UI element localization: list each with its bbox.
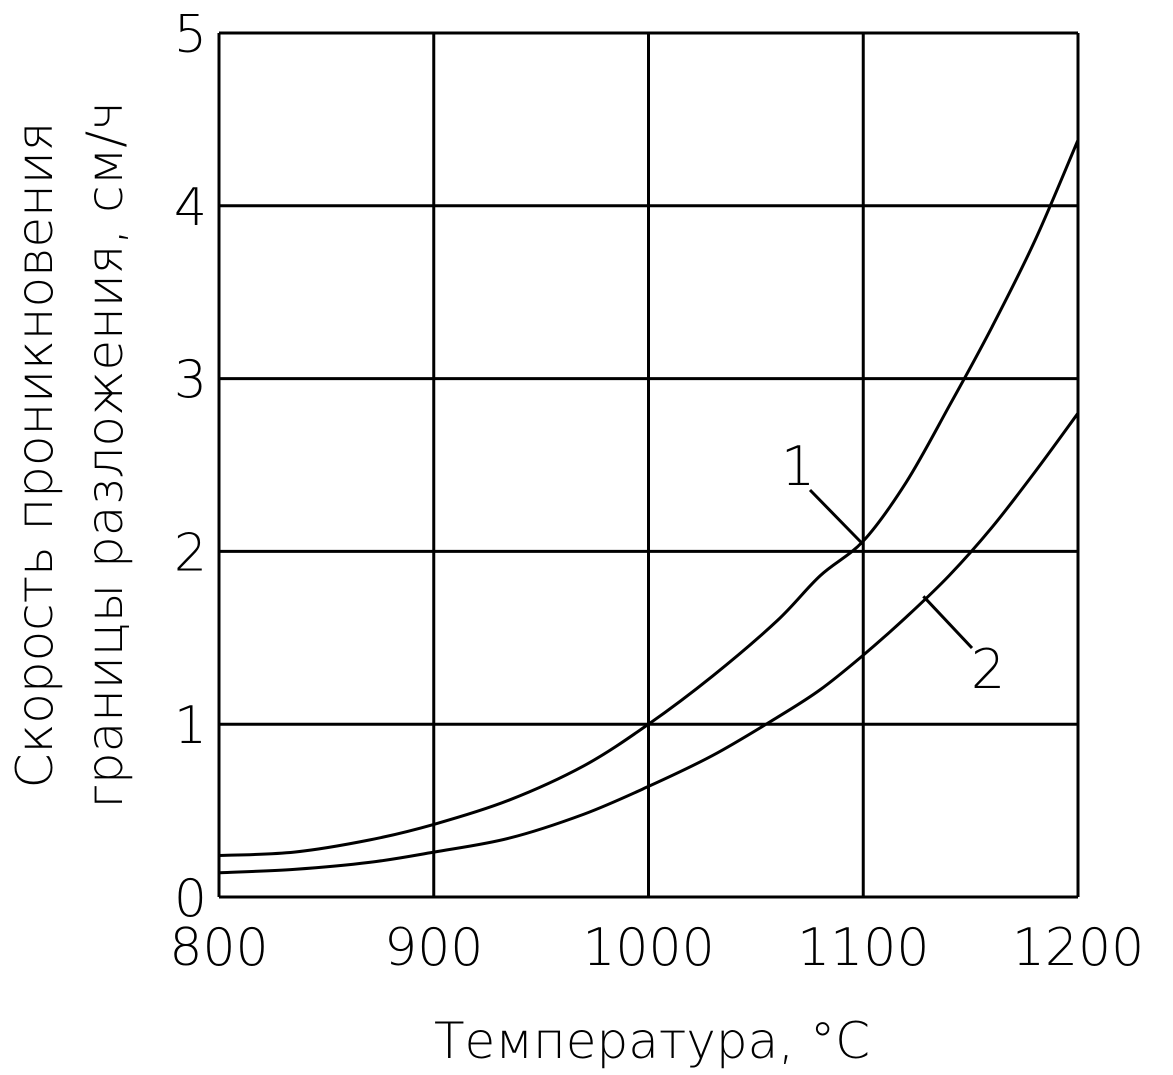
- leader-line-2: [922, 595, 974, 650]
- x-tick-label-1: 900: [384, 918, 483, 978]
- curve-label-2: 2: [971, 638, 1005, 701]
- x-tick-label-0: 800: [169, 918, 268, 978]
- y-tick-label-1: 1: [174, 696, 207, 756]
- y-tick-label-5: 5: [174, 5, 207, 65]
- x-tick-label-4: 1200: [1012, 918, 1144, 978]
- series-line-1: [218, 139, 1080, 857]
- x-tick-label-3: 1100: [797, 918, 929, 978]
- y-axis-title-line-1: Скорость проникновения: [6, 122, 64, 789]
- y-tick-label-2: 2: [174, 523, 207, 583]
- x-axis-title: Температура, °С: [434, 1012, 870, 1070]
- curves: [218, 139, 1080, 875]
- curve-labels: 12: [781, 435, 1005, 701]
- leader-line-1: [808, 488, 865, 546]
- grid: [217, 31, 1080, 899]
- y-axis-title-line-2: границы разложения, см/ч: [76, 101, 134, 808]
- curve-label-1: 1: [781, 435, 815, 498]
- series-line-2: [218, 412, 1080, 875]
- x-tick-label-2: 1000: [582, 918, 714, 978]
- y-tick-label-0: 0: [174, 869, 207, 929]
- y-tick-label-3: 3: [174, 351, 207, 411]
- y-tick-label-4: 4: [174, 178, 207, 238]
